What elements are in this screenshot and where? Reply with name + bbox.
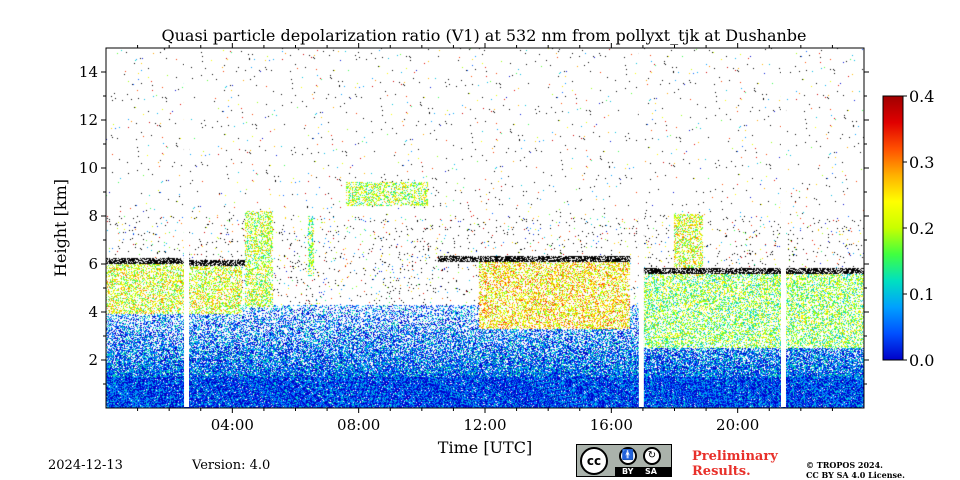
data-gap — [638, 49, 644, 407]
x-tick-label: 20:00 — [716, 416, 759, 434]
tropos-copyright: © TROPOS 2024. — [806, 460, 883, 470]
cc-badge-bar — [615, 467, 672, 477]
share-alike-icon: ↻ — [643, 447, 661, 465]
colorbar-ticks: 0.0 0.1 0.2 0.3 0.4 — [903, 87, 934, 370]
tropos-license: CC BY SA 4.0 License. — [806, 470, 905, 480]
tropos-license-note: © TROPOS 2024. CC BY SA 4.0 License. — [806, 460, 926, 480]
preliminary-results-label: Preliminary Results. — [692, 449, 778, 479]
cc-license-badge: cc 🚹 ↻ BY SA — [576, 444, 672, 477]
colorbar-tick-label: 0.0 — [909, 351, 934, 370]
footer-date: 2024-12-13 — [48, 458, 123, 473]
cc-sa-label: SA — [645, 467, 657, 476]
attribution-icon: 🚹 — [619, 447, 637, 465]
y-tick-label: 6 — [88, 255, 98, 273]
x-tick-label: 12:00 — [463, 416, 506, 434]
y-axis: 2 4 6 8 10 12 14 — [79, 63, 869, 385]
x-tick-label: 08:00 — [337, 416, 380, 434]
colorbar-tick-label: 0.2 — [909, 219, 934, 238]
y-tick-label: 12 — [79, 111, 98, 129]
colorbar — [882, 95, 904, 361]
cc-icon: cc — [580, 447, 608, 475]
y-tick-label: 8 — [88, 207, 98, 225]
colorbar-tick-label: 0.4 — [909, 87, 934, 106]
data-gap — [184, 49, 190, 407]
heatmap-area — [106, 48, 864, 408]
colorbar-tick-label: 0.3 — [909, 153, 934, 172]
y-tick-label: 4 — [88, 303, 98, 321]
x-tick-label: 04:00 — [211, 416, 254, 434]
colorbar-tick-label: 0.1 — [909, 285, 934, 304]
chart-title: Quasi particle depolarization ratio (V1)… — [161, 26, 806, 45]
y-tick-label: 10 — [79, 159, 98, 177]
data-gaps — [184, 49, 786, 407]
y-axis-label: Height [km] — [51, 179, 70, 277]
x-tick-label: 16:00 — [590, 416, 633, 434]
y-tick-label: 14 — [79, 63, 98, 81]
footer-version: Version: 4.0 — [192, 458, 271, 473]
y-tick-label: 2 — [88, 351, 98, 369]
x-axis: 04:00 08:00 12:00 16:00 20:00 — [137, 43, 833, 434]
data-gap — [780, 49, 786, 407]
x-axis-label: Time [UTC] — [438, 438, 532, 457]
cc-by-label: BY — [622, 467, 634, 476]
heatmap-raster — [106, 48, 864, 408]
